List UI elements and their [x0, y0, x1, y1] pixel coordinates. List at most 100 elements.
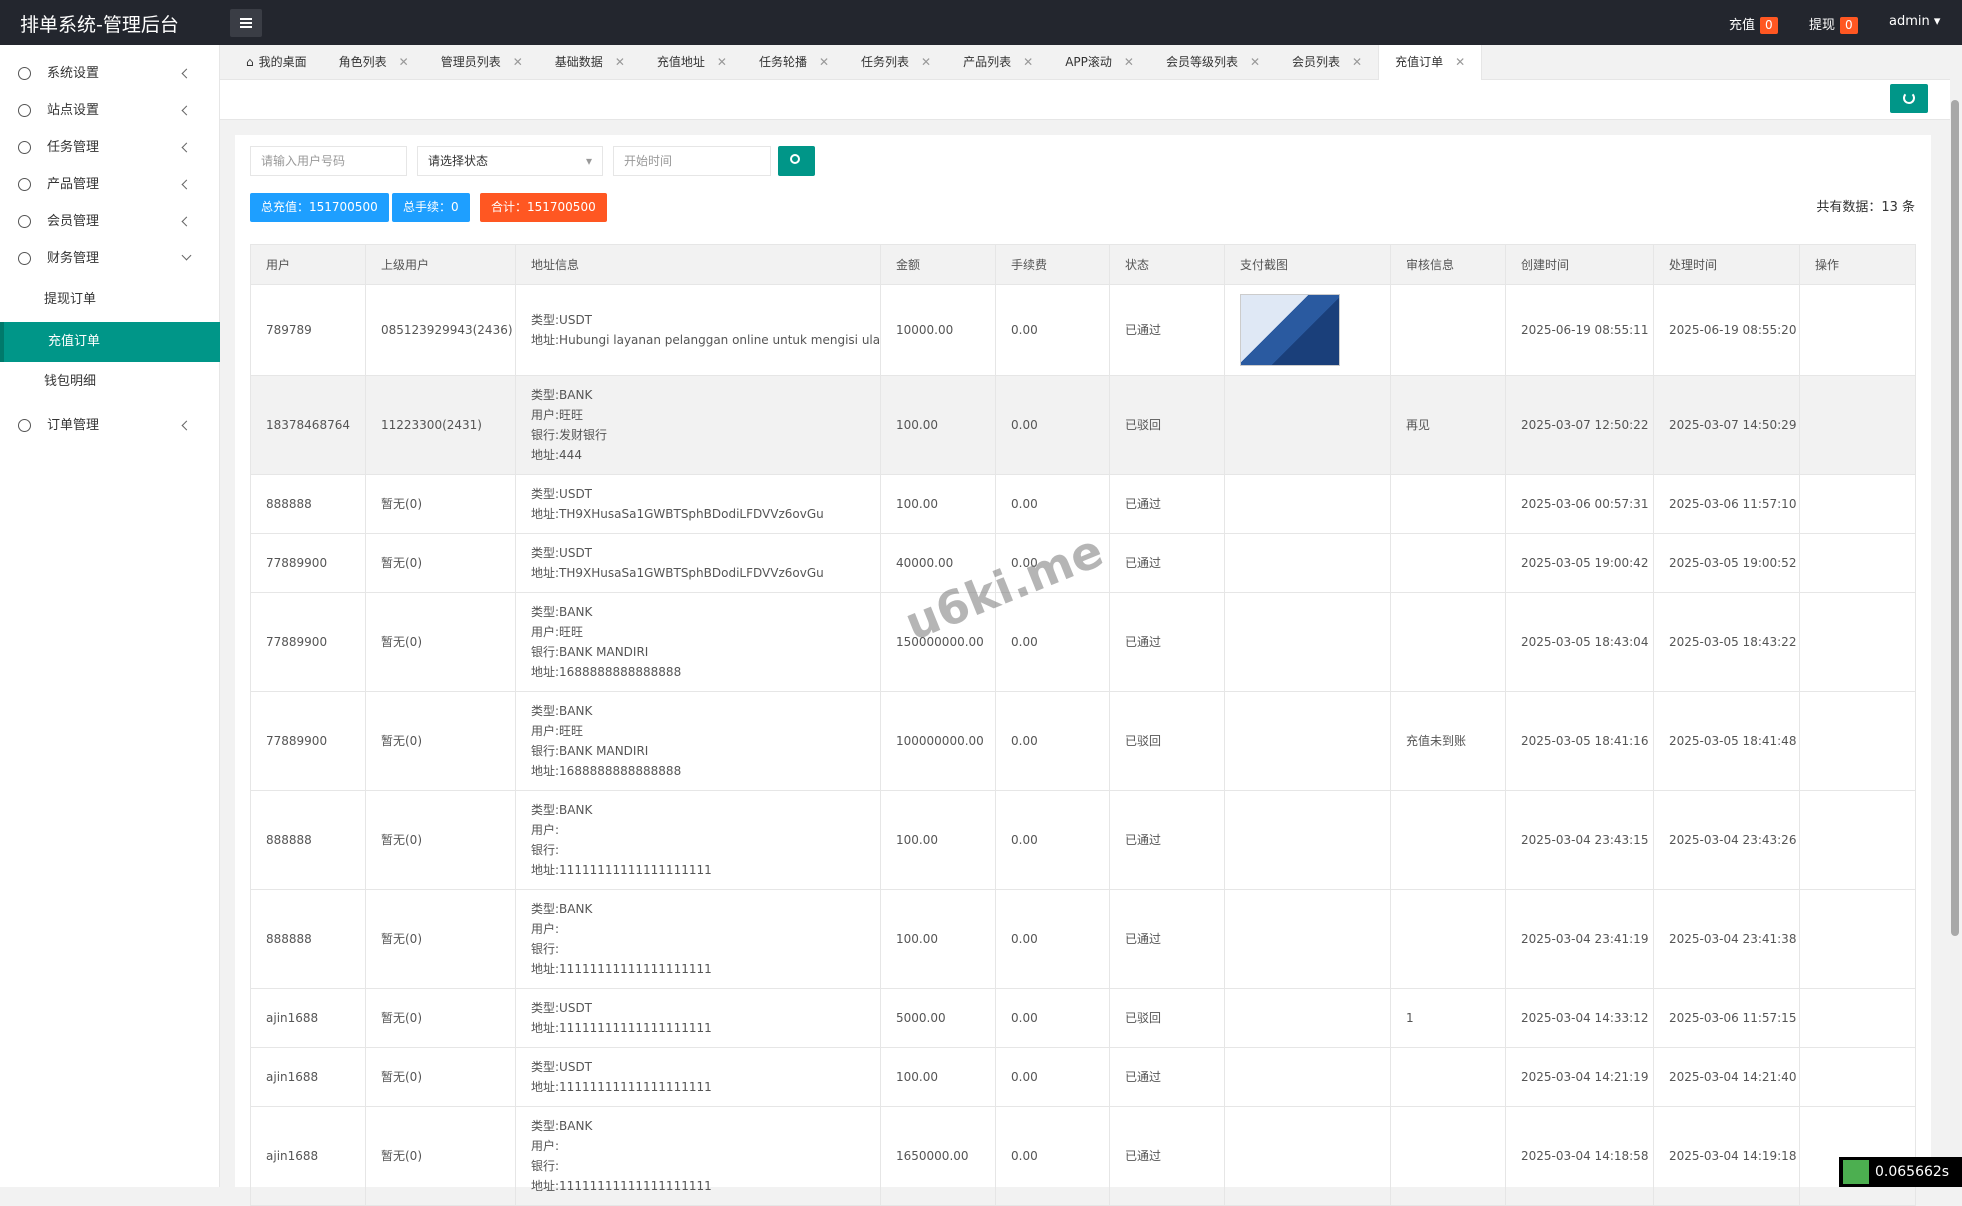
cell: 暂无(0) — [365, 533, 516, 593]
status-select[interactable]: 请选择状态 ▾ — [417, 146, 603, 176]
total[interactable]: 合计：151700500 — [480, 193, 607, 222]
tab-label: 任务轮播 — [758, 55, 807, 69]
cell: ajin1688 — [250, 1106, 366, 1206]
menu-item[interactable]: 站点设置 — [0, 92, 220, 129]
tab-close[interactable]: ✕ — [716, 55, 727, 69]
column-header: 操作 — [1799, 244, 1916, 285]
tab[interactable]: 充值地址 ✕ — [641, 45, 743, 80]
tab[interactable]: 管理员列表 ✕ — [425, 45, 539, 80]
cell: 0.00 — [995, 691, 1110, 791]
tab-close[interactable]: ✕ — [1123, 55, 1134, 69]
parent: 11223300(2431) — [381, 418, 482, 432]
tab-close[interactable]: ✕ — [921, 55, 932, 69]
processed: 2025-03-06 11:57:15 — [1669, 1011, 1797, 1025]
orders-table: 用户 上级用户 地址信息 金额 手续费 状态 支付截图 审核信息 创建时间 处理时间 操作 78978… — [250, 244, 1916, 1206]
amount: 5000.00 — [896, 1011, 946, 1025]
tab[interactable]: 基础数据 ✕ — [539, 45, 641, 80]
table-row: 888888 暂无(0) 类型:BANK 用户: 银行: 地址:1111111111111… — [250, 790, 1916, 890]
menu-item[interactable]: 任务管理 — [0, 129, 220, 166]
tab[interactable]: 会员列表 ✕ — [1276, 45, 1378, 80]
menu-toggle[interactable] — [230, 9, 262, 37]
menu-item[interactable]: 订单管理 — [0, 407, 220, 444]
tab-close[interactable]: ✕ — [614, 55, 625, 69]
time-input[interactable]: 开始时间 — [613, 146, 771, 176]
status: 已通过 — [1125, 932, 1162, 946]
cell — [1799, 474, 1916, 534]
cell: 暂无(0) — [365, 592, 516, 692]
address-line: 地址:11111111111111111111 — [531, 1179, 712, 1193]
search-button[interactable] — [778, 146, 815, 176]
tab-label: 会员列表 — [1292, 55, 1341, 69]
cell: 2025-03-04 14:18:58 — [1505, 1106, 1654, 1206]
cell: 0.00 — [995, 375, 1110, 475]
tab-close[interactable]: ✕ — [398, 55, 409, 69]
tab-close[interactable]: ✕ — [1023, 55, 1034, 69]
address-line: 银行:BANK MANDIRI — [531, 744, 649, 758]
menu-label: 任务管理 — [47, 140, 100, 155]
cell — [1224, 533, 1391, 593]
processed: 2025-03-07 14:50:29 — [1669, 418, 1797, 432]
cell: 已驳回 — [1109, 375, 1225, 475]
chevron — [181, 68, 192, 79]
cell: 类型:BANK 用户:旺旺 银行:BANK MANDIRI 地址:1688888888… — [515, 691, 881, 791]
address-line: 银行:BANK MANDIRI — [531, 645, 649, 659]
menu-item[interactable]: 会员管理 — [0, 203, 220, 240]
tab-close[interactable]: ✕ — [1455, 55, 1466, 69]
menu-item[interactable]: 系统设置 — [0, 55, 220, 92]
payment-screenshot[interactable] — [1240, 294, 1340, 366]
cell: 2025-03-05 18:43:04 — [1505, 592, 1654, 692]
cell: 40000.00 — [880, 533, 996, 593]
cell — [1390, 790, 1506, 890]
amount: 100.00 — [896, 932, 938, 946]
cell: 100000000.00 — [880, 691, 996, 791]
cell: 2025-03-04 23:43:15 — [1505, 790, 1654, 890]
submenu-item[interactable]: 充值订单 — [0, 322, 220, 362]
tab-close[interactable]: ✕ — [818, 55, 830, 69]
cell: 0.00 — [995, 988, 1110, 1048]
tab-close[interactable]: ✕ — [1352, 55, 1363, 69]
tab[interactable]: 任务列表 ✕ — [845, 45, 947, 80]
tab-close[interactable]: ✕ — [1249, 55, 1261, 69]
recharge-link[interactable]: 充值 0 — [1729, 14, 1778, 34]
fee: 0.00 — [1011, 1070, 1038, 1084]
table-row: 888888 暂无(0) 类型:USDT 地址:TH9XHusaSa1GWBTSphB… — [250, 474, 1916, 534]
cell: ajin1688 — [250, 988, 366, 1048]
cell — [1799, 533, 1916, 593]
cell: 2025-03-04 23:41:19 — [1505, 889, 1654, 989]
tab[interactable]: APP滚动 ✕ — [1049, 45, 1150, 80]
cell: ajin1688 — [250, 1047, 366, 1107]
tab[interactable]: 产品列表 ✕ — [947, 45, 1049, 80]
submenu-item[interactable]: 提现订单 — [44, 292, 97, 307]
parent: 暂无(0) — [381, 833, 422, 847]
menu-item[interactable]: 产品管理 — [0, 166, 220, 203]
created: 2025-03-04 23:43:15 — [1521, 833, 1649, 847]
cell: 2025-03-04 23:41:38 — [1653, 889, 1800, 989]
cell — [1224, 691, 1391, 791]
cell: 已通过 — [1109, 1047, 1225, 1107]
tab[interactable]: 充值订单 ✕ — [1378, 45, 1483, 80]
address-line: 地址:1688888888888888 — [531, 764, 682, 778]
user: ajin1688 — [266, 1149, 319, 1163]
tab-close[interactable]: ✕ — [512, 55, 523, 69]
address-line: 类型:USDT — [531, 1001, 593, 1015]
tab[interactable]: 角色列表 ✕ — [323, 45, 425, 80]
total-fee[interactable]: 总手续：0 — [392, 193, 470, 222]
menu-icon — [18, 67, 31, 80]
cell: 2025-06-19 08:55:11 — [1505, 284, 1654, 376]
tab-label: 管理员列表 — [440, 55, 501, 69]
tab[interactable]: 会员等级列表 ✕ — [1150, 45, 1276, 80]
tab[interactable]: 任务轮播 ✕ — [743, 45, 845, 80]
tab[interactable]: ⌂ 我的桌面 — [230, 45, 323, 80]
scrollbar[interactable] — [1950, 80, 1960, 1187]
address-line: 用户: — [531, 922, 560, 936]
withdraw-link[interactable]: 提现 0 — [1809, 14, 1858, 34]
user-input[interactable]: 请输入用户号码 — [250, 146, 407, 176]
cell: 暂无(0) — [365, 1047, 516, 1107]
user-menu[interactable]: admin ▾ — [1889, 14, 1941, 29]
address-line: 类型:BANK — [531, 902, 593, 916]
submenu-item[interactable]: 钱包明细 — [44, 374, 97, 389]
menu-item[interactable]: 财务管理 — [0, 240, 220, 277]
total-recharge[interactable]: 总充值：151700500 — [250, 193, 389, 222]
refresh-button[interactable] — [1890, 84, 1928, 113]
cell — [1390, 592, 1506, 692]
